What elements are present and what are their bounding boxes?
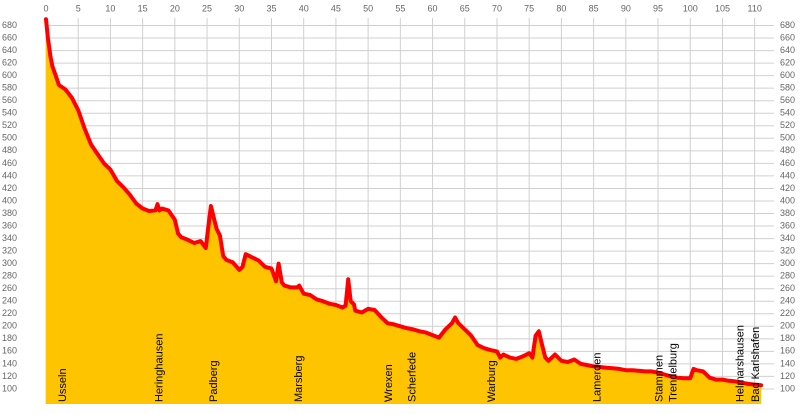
town-label: Marsberg <box>293 356 305 402</box>
y-tick-label-right: 560 <box>780 95 795 105</box>
x-tick-label: 55 <box>395 3 405 13</box>
elevation-line <box>44 17 764 388</box>
y-tick-label-right: 420 <box>780 183 795 193</box>
y-tick-label: 420 <box>2 183 17 193</box>
x-tick-label: 35 <box>266 3 276 13</box>
y-tick-label-right: 340 <box>780 233 795 243</box>
town-label: Bad Karlshafen <box>750 327 762 402</box>
x-tick-label: 10 <box>105 3 115 13</box>
y-tick-label: 480 <box>2 145 17 155</box>
x-tick-label: 5 <box>76 3 81 13</box>
x-tick-label: 110 <box>747 3 761 13</box>
y-tick-label-right: 260 <box>780 283 795 293</box>
town-label: Trendelburg <box>668 343 680 402</box>
y-tick-label-right: 440 <box>780 170 795 180</box>
x-tick-label: 30 <box>234 3 244 13</box>
y-tick-label-right: 660 <box>780 32 795 42</box>
y-tick-label-right: 140 <box>780 358 795 368</box>
town-label: Heringhausen <box>153 334 165 403</box>
y-tick-label: 600 <box>2 70 17 80</box>
y-tick-label: 360 <box>2 220 17 230</box>
y-tick-label-right: 620 <box>780 57 795 67</box>
y-tick-label-right: 200 <box>780 321 795 331</box>
y-tick-label: 200 <box>2 321 17 331</box>
x-tick-label: 75 <box>524 3 534 13</box>
y-tick-label: 280 <box>2 271 17 281</box>
y-tick-label-right: 600 <box>780 70 795 80</box>
y-tick-label-right: 460 <box>780 158 795 168</box>
y-tick-label: 640 <box>2 45 17 55</box>
y-tick-label: 100 <box>2 383 17 393</box>
y-tick-label-right: 520 <box>780 120 795 130</box>
y-tick-label: 220 <box>2 308 17 318</box>
y-tick-label: 520 <box>2 120 17 130</box>
y-tick-label: 500 <box>2 133 17 143</box>
y-tick-label-right: 320 <box>780 245 795 255</box>
y-tick-label: 440 <box>2 170 17 180</box>
y-tick-label-right: 240 <box>780 296 795 306</box>
y-tick-label: 580 <box>2 83 17 93</box>
y-tick-label: 160 <box>2 346 17 356</box>
y-tick-label: 540 <box>2 108 17 118</box>
town-label: Helmarshausen <box>735 325 747 402</box>
town-label: Scherfede <box>407 352 419 402</box>
y-tick-label: 140 <box>2 358 17 368</box>
x-tick-label: 50 <box>363 3 373 13</box>
x-tick-label: 85 <box>589 3 599 13</box>
x-tick-label: 65 <box>460 3 470 13</box>
y-tick-label: 660 <box>2 32 17 42</box>
y-tick-label-right: 100 <box>780 383 795 393</box>
y-tick-label-right: 380 <box>780 208 795 218</box>
y-tick-label: 560 <box>2 95 17 105</box>
town-label: Usseln <box>57 368 69 402</box>
x-tick-label: 105 <box>715 3 730 13</box>
y-tick-label-right: 500 <box>780 133 795 143</box>
x-tick-label: 25 <box>202 3 212 13</box>
town-label: Padberg <box>208 360 220 402</box>
y-tick-label: 300 <box>2 258 17 268</box>
y-tick-label: 120 <box>2 371 17 381</box>
y-tick-label: 680 <box>2 20 17 30</box>
y-tick-label: 240 <box>2 296 17 306</box>
y-tick-label-right: 360 <box>780 220 795 230</box>
y-tick-label: 180 <box>2 333 17 343</box>
y-tick-label-right: 300 <box>780 258 795 268</box>
town-label: Wrexen <box>383 364 395 402</box>
y-tick-label: 460 <box>2 158 17 168</box>
y-tick-label-right: 160 <box>780 346 795 356</box>
x-tick-label: 15 <box>138 3 148 13</box>
y-tick-label-right: 540 <box>780 108 795 118</box>
town-label: Lamerden <box>592 352 604 402</box>
x-tick-label: 90 <box>621 3 631 13</box>
y-tick-label-right: 400 <box>780 195 795 205</box>
x-tick-label: 0 <box>43 3 48 13</box>
x-tick-label: 95 <box>653 3 663 13</box>
x-tick-label: 100 <box>683 3 698 13</box>
y-tick-label: 620 <box>2 57 17 67</box>
y-tick-label: 380 <box>2 208 17 218</box>
town-label: Stammen <box>653 355 665 402</box>
x-tick-label: 40 <box>299 3 309 13</box>
y-tick-label-right: 220 <box>780 308 795 318</box>
y-tick-label: 400 <box>2 195 17 205</box>
y-tick-label-right: 180 <box>780 333 795 343</box>
x-tick-label: 45 <box>331 3 341 13</box>
y-tick-label-right: 640 <box>780 45 795 55</box>
x-tick-label: 70 <box>492 3 502 13</box>
y-tick-label: 260 <box>2 283 17 293</box>
y-tick-label: 340 <box>2 233 17 243</box>
y-tick-label-right: 680 <box>780 20 795 30</box>
y-tick-label-right: 480 <box>780 145 795 155</box>
y-tick-label-right: 280 <box>780 271 795 281</box>
x-tick-label: 20 <box>170 3 180 13</box>
town-label: Warburg <box>486 360 498 402</box>
y-tick-label-right: 120 <box>780 371 795 381</box>
y-tick-label-right: 580 <box>780 83 795 93</box>
elevation-area <box>46 19 762 405</box>
x-tick-label: 60 <box>428 3 438 13</box>
x-tick-label: 80 <box>556 3 566 13</box>
y-tick-label: 320 <box>2 245 17 255</box>
